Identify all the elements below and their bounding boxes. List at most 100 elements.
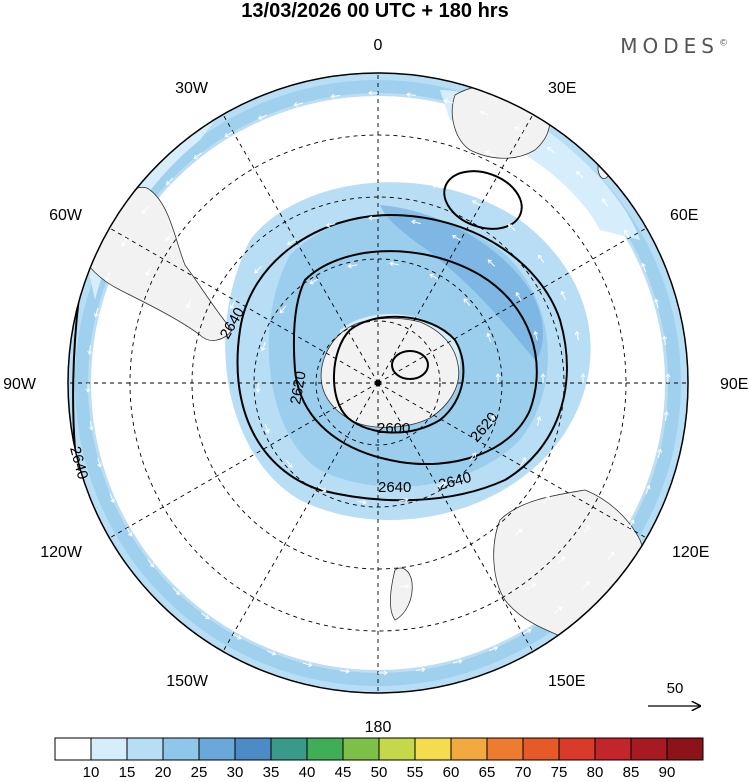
wind-vector [170, 383, 176, 393]
wind-vector [197, 562, 205, 571]
colorbar-tick-label: 55 [407, 764, 424, 781]
wind-vector [484, 150, 494, 157]
colorbar-swatch [558, 737, 596, 761]
wind-vector [437, 481, 447, 488]
wind-vector [87, 345, 93, 355]
wind-vector [211, 503, 218, 512]
graticule [68, 73, 688, 693]
wind-vector [314, 577, 325, 583]
wind-vector [257, 114, 268, 120]
colorbar-swatch [306, 737, 344, 761]
wind-vector [507, 224, 516, 232]
wind-vector [368, 215, 378, 221]
wind-vector [299, 625, 309, 630]
africa [451, 84, 551, 159]
new-zealand [390, 567, 413, 621]
wind-vector [406, 92, 416, 98]
colorbar-swatch [486, 737, 524, 761]
wind-vector [628, 413, 634, 423]
wind-vector [289, 140, 300, 145]
colorbar-tick-label: 35 [263, 764, 280, 781]
colorbar-tick-label: 10 [83, 764, 100, 781]
wind-vector [487, 259, 496, 267]
wind-vector [398, 497, 409, 503]
colorbar-swatch [126, 737, 164, 761]
colorbar-tick-label: 20 [155, 764, 172, 781]
meridian-line [222, 382, 379, 652]
wind-vector [105, 271, 111, 282]
contour-closed-high [443, 170, 523, 230]
wind-vector [578, 225, 585, 234]
wind-vector [628, 519, 635, 529]
colorbar-tick-label: 80 [587, 764, 604, 781]
wind-vector [429, 273, 439, 280]
contour-2620 [292, 250, 538, 466]
wind-vector [514, 126, 524, 133]
south-america [79, 186, 233, 341]
contour-low-center [391, 350, 429, 380]
wind-vector [135, 461, 140, 472]
wind-vector [514, 528, 523, 536]
meridian-line [377, 382, 647, 539]
wind-vector [145, 267, 152, 277]
wind-vector [469, 452, 477, 461]
wind-vector [328, 129, 339, 135]
colorbar: 10 15 20 25 30 35 40 45 50 55 60 65 70 75 80 85 90 [54, 737, 704, 781]
wind-vector [490, 414, 496, 425]
wind-vector [645, 484, 651, 495]
meridian-label-30e: 30E [548, 80, 576, 97]
wind-vector [126, 527, 133, 537]
meridian-label-150w: 150W [166, 673, 209, 690]
wind-vector [340, 668, 350, 674]
wind-vector [389, 261, 399, 267]
wind-vector [317, 486, 327, 493]
wind-vector [171, 532, 178, 541]
meridian-label-group: 0 30E 60E 90E 120E 150E 180 150W 120W 90… [3, 37, 748, 736]
wind-vector [279, 305, 287, 314]
wind-vector [234, 465, 241, 475]
wind-vector [122, 343, 128, 353]
colorbar-tick-label: 75 [551, 764, 568, 781]
wind-vector [654, 298, 659, 309]
wind-vector [443, 98, 454, 104]
wind-vector [452, 659, 463, 664]
colorbar-swatch [666, 737, 704, 761]
wind-vector [582, 581, 591, 589]
wind-vector [600, 258, 606, 268]
colorbar-swatch [594, 737, 632, 761]
wind-vector [93, 307, 99, 318]
wind-vector [260, 499, 269, 507]
meridian-label-150e: 150E [548, 673, 585, 690]
wind-vector [232, 633, 242, 640]
wind-vector [347, 263, 358, 269]
wind-vector [120, 383, 126, 393]
colorbar-swatch [342, 737, 380, 761]
colorbar-swatch [630, 737, 668, 761]
wind-vector [574, 330, 580, 341]
wind-vector [560, 290, 566, 300]
meridian-line [377, 382, 534, 652]
wind-vector [346, 177, 357, 183]
wind-vector [583, 524, 591, 534]
wind-vector [389, 176, 400, 181]
antarctica [320, 317, 460, 428]
wind-vector [538, 254, 545, 263]
wind-vector [165, 177, 174, 185]
wind-vector [417, 631, 428, 637]
colorbar-swatch [414, 737, 452, 761]
meridian-line [377, 227, 647, 384]
contour-label: 2620 [287, 370, 310, 406]
wind-vectors [85, 90, 671, 676]
wind-vector [224, 131, 234, 138]
wind-vector [97, 457, 102, 468]
contour-2640-inner [236, 213, 568, 502]
wind-vector [253, 155, 263, 161]
wind-vector [657, 448, 663, 459]
map-title: 13/03/2026 00 UTC + 180 hrs [241, 0, 509, 22]
wind-vector [190, 202, 199, 210]
wind-vector [620, 452, 625, 462]
wind-vector [141, 206, 149, 215]
wind-vector [471, 200, 481, 206]
wind-vector [378, 545, 388, 551]
colorbar-swatch [198, 737, 236, 761]
